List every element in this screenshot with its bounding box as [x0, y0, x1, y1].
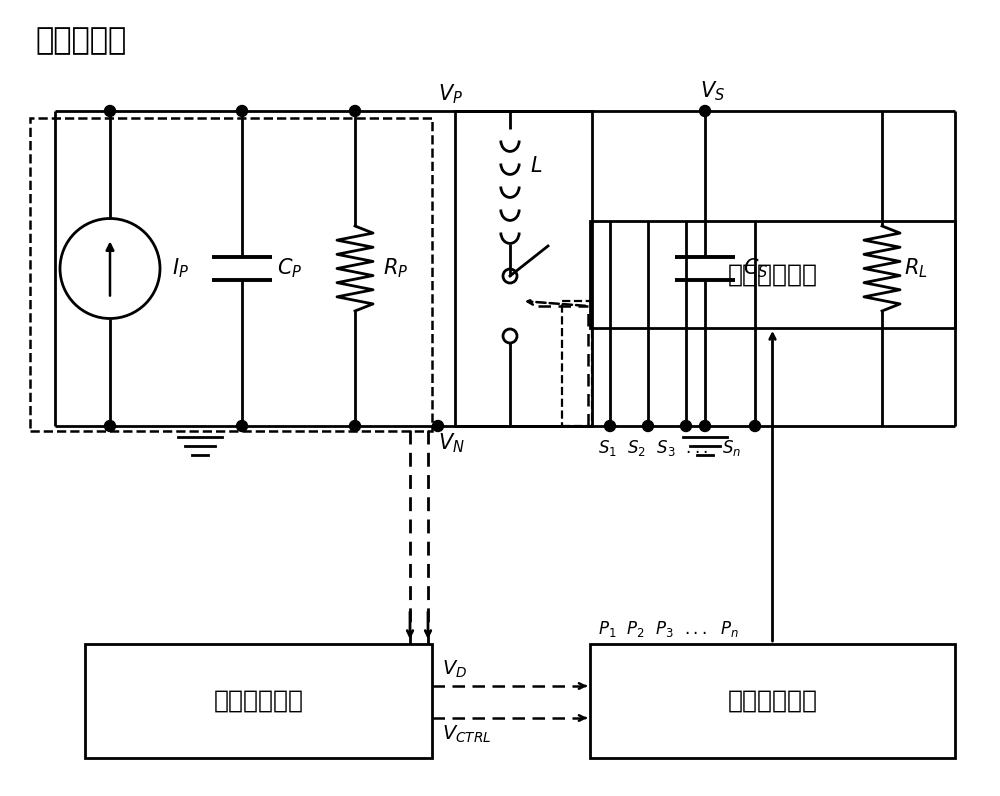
Text: $V_{CTRL}$: $V_{CTRL}$: [442, 724, 491, 745]
Circle shape: [700, 420, 710, 431]
Circle shape: [604, 420, 616, 431]
Text: $V_P$: $V_P$: [438, 83, 463, 106]
Text: $S_1\ \ S_2\ \ S_3\ \ ...\ \ S_n$: $S_1\ \ S_2\ \ S_3\ \ ...\ \ S_n$: [598, 438, 741, 458]
Circle shape: [237, 106, 248, 116]
Text: $I_P$: $I_P$: [172, 256, 189, 280]
Text: $V_D$: $V_D$: [442, 659, 467, 680]
Bar: [590, 221, 955, 328]
Circle shape: [350, 420, 360, 431]
Bar: [562, 301, 592, 426]
Text: $V_N$: $V_N$: [438, 431, 465, 455]
Circle shape: [750, 420, 761, 431]
Circle shape: [350, 106, 360, 116]
Circle shape: [432, 420, 444, 431]
Bar: [85, 644, 432, 758]
Bar: [590, 644, 955, 758]
Text: $L$: $L$: [530, 156, 542, 176]
Text: 开关控制信号: 开关控制信号: [728, 263, 818, 287]
Circle shape: [642, 420, 654, 431]
Circle shape: [237, 420, 248, 431]
Circle shape: [104, 106, 116, 116]
Bar: [30, 118, 432, 431]
Text: $V_S$: $V_S$: [700, 80, 725, 103]
Circle shape: [680, 420, 692, 431]
Circle shape: [700, 106, 710, 116]
Text: $R_P$: $R_P$: [383, 256, 408, 280]
Text: 检测电路模块: 检测电路模块: [214, 689, 304, 713]
Text: 脉宽控制模块: 脉宽控制模块: [728, 689, 818, 713]
Text: 压电传感器: 压电传感器: [35, 26, 126, 56]
Circle shape: [104, 420, 116, 431]
Text: $C_S$: $C_S$: [743, 256, 768, 280]
Text: $P_1\ \ P_2\ \ P_3\ \ ...\ \ P_n$: $P_1\ \ P_2\ \ P_3\ \ ...\ \ P_n$: [598, 619, 739, 639]
Text: $R_L$: $R_L$: [904, 256, 928, 280]
Text: $C_P$: $C_P$: [277, 256, 302, 280]
Bar: [455, 111, 592, 426]
